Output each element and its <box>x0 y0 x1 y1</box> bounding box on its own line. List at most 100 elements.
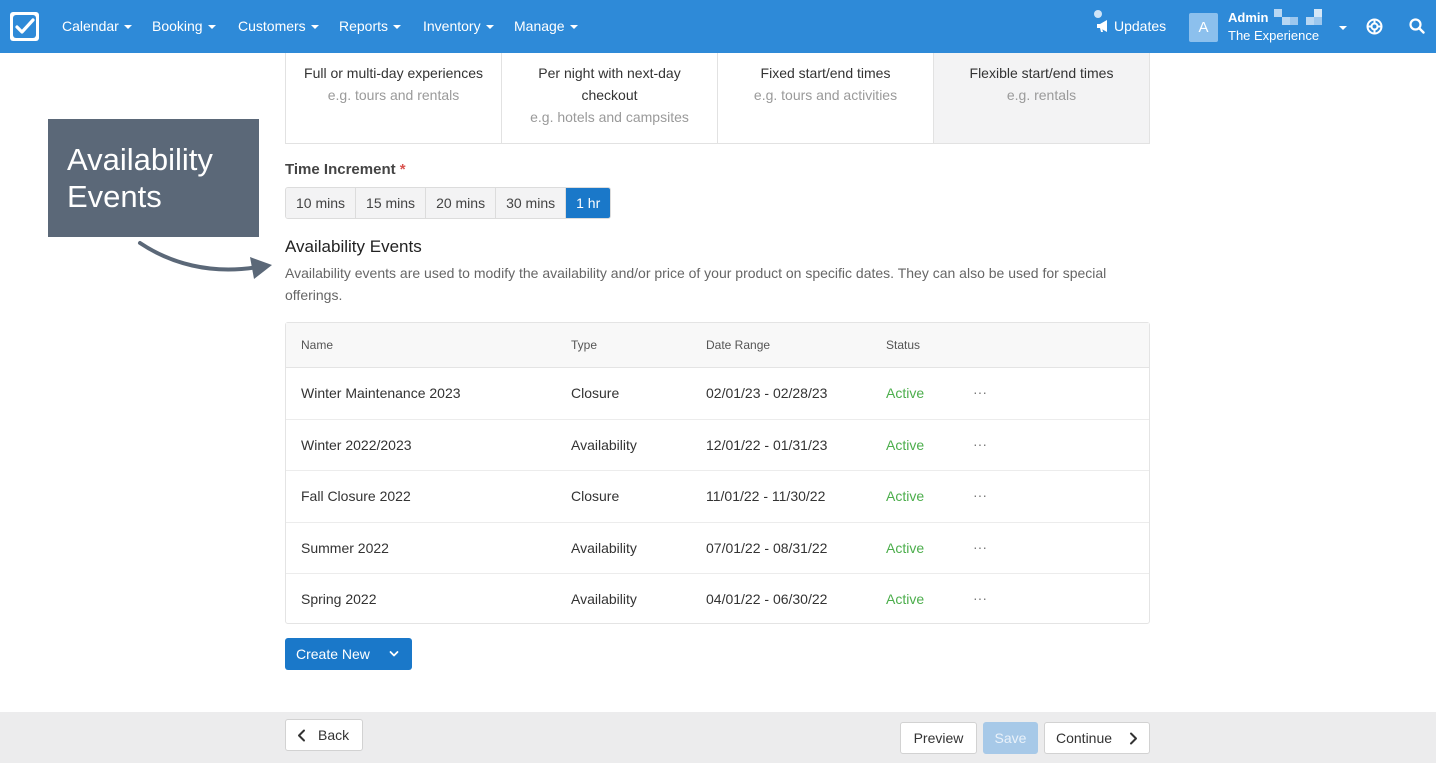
event-name: Winter 2022/2023 <box>301 436 412 453</box>
availability-events-table: Name Type Date Range Status Winter Maint… <box>285 322 1150 624</box>
column-header-status: Status <box>886 338 921 352</box>
updates-button[interactable]: Updates <box>1094 0 1166 53</box>
experience-type-card[interactable]: Full or multi-day experiences e.g. tours… <box>286 53 502 143</box>
megaphone-icon <box>1097 20 1107 32</box>
nav-label: Manage <box>514 18 565 34</box>
caret-down-icon <box>207 25 216 30</box>
status-badge: Active <box>886 539 925 556</box>
status-badge: Active <box>886 385 925 401</box>
event-date-range: 04/01/22 - 06/30/22 <box>706 591 828 607</box>
org-name[interactable]: The Experience <box>1228 28 1320 43</box>
time-increment-selector: 10 mins 15 mins 20 mins 30 mins 1 hr <box>285 187 612 219</box>
chevron-left-icon <box>298 729 305 742</box>
nav-label: Customers <box>238 18 306 34</box>
user-name[interactable]: Admin <box>1228 10 1269 25</box>
card-title: Full or multi-day experiences <box>304 65 483 81</box>
account-caret-icon[interactable] <box>1339 26 1347 30</box>
event-date-range: 02/01/23 - 02/28/23 <box>706 385 828 401</box>
chevron-down-icon <box>389 651 399 657</box>
caret-down-icon <box>485 25 494 30</box>
table-row[interactable]: Winter 2022/2023 Availability 12/01/22 -… <box>286 420 1149 471</box>
experience-type-card-selected[interactable]: Flexible start/end times e.g. rentals <box>934 53 1149 143</box>
section-title: Availability Events <box>285 237 422 256</box>
nav-calendar-menu[interactable]: Calendar <box>62 0 132 53</box>
status-badge: Active <box>886 591 925 607</box>
nav-booking-menu[interactable]: Booking <box>152 0 216 53</box>
event-date-range: 11/01/22 - 11/30/22 <box>706 488 826 504</box>
event-type: Availability <box>571 539 637 556</box>
preview-button[interactable]: Preview <box>900 722 977 754</box>
increment-option-30-mins[interactable]: 30 mins <box>496 188 567 218</box>
annotation-arrow-icon <box>138 241 272 279</box>
nav-manage-menu[interactable]: Manage <box>514 0 578 53</box>
event-name: Summer 2022 <box>301 539 389 556</box>
card-subtitle: e.g. tours and activities <box>753 87 898 103</box>
caret-down-icon <box>310 25 319 30</box>
increment-option-15-mins[interactable]: 15 mins <box>356 188 427 218</box>
field-label: Time Increment <box>285 161 396 178</box>
required-marker: * <box>399 161 406 178</box>
increment-option-20-mins[interactable]: 20 mins <box>426 188 497 218</box>
avatar[interactable]: A <box>1189 13 1218 42</box>
card-subtitle: e.g. rentals <box>1006 87 1077 103</box>
table-row[interactable]: Winter Maintenance 2023 Closure 02/01/23… <box>286 368 1149 420</box>
chevron-right-icon <box>1130 732 1137 745</box>
more-options-icon[interactable]: ··· <box>973 435 987 452</box>
updates-label: Updates <box>1114 18 1167 34</box>
experience-type-card[interactable]: Per night with next-day checkout e.g. ho… <box>502 53 718 143</box>
save-button[interactable]: Save <box>983 722 1038 754</box>
app-logo-icon[interactable] <box>10 12 39 41</box>
caret-down-icon <box>123 25 132 30</box>
more-options-icon[interactable]: ··· <box>973 590 987 606</box>
card-subtitle: e.g. hotels and campsites <box>530 109 689 125</box>
column-header-date-range: Date Range <box>706 338 771 352</box>
create-new-button[interactable]: Create New <box>285 638 412 670</box>
increment-option-10-mins[interactable]: 10 mins <box>286 188 357 218</box>
nav-label: Calendar <box>62 18 119 34</box>
event-type: Closure <box>571 385 620 401</box>
button-label: Back <box>318 727 350 743</box>
status-badge: Active <box>886 436 925 453</box>
more-options-icon[interactable]: ··· <box>973 487 987 503</box>
search-icon[interactable] <box>1409 18 1425 34</box>
event-type: Availability <box>571 591 637 607</box>
status-badge: Active <box>886 488 925 504</box>
card-title: Per night with next-day checkout <box>538 65 681 103</box>
table-row[interactable]: Fall Closure 2022 Closure 11/01/22 - 11/… <box>286 471 1149 523</box>
help-lifebuoy-icon[interactable] <box>1366 18 1383 35</box>
experience-type-card[interactable]: Fixed start/end times e.g. tours and act… <box>718 53 934 143</box>
top-nav-bar: Calendar Booking Customers Reports Inven… <box>0 0 1436 53</box>
annotation-callout: Availability Events <box>48 119 259 237</box>
column-header-type: Type <box>571 338 598 352</box>
event-name: Winter Maintenance 2023 <box>301 385 461 401</box>
event-date-range: 12/01/22 - 01/31/23 <box>706 436 828 453</box>
event-date-range: 07/01/22 - 08/31/22 <box>706 539 828 556</box>
more-options-icon[interactable]: ··· <box>973 538 987 555</box>
back-button[interactable]: Back <box>285 719 363 751</box>
caret-down-icon <box>393 25 402 30</box>
section-description: Availability events are used to modify t… <box>285 265 1107 303</box>
card-title: Fixed start/end times <box>760 65 891 81</box>
column-header-name: Name <box>301 338 334 352</box>
table-row[interactable]: Summer 2022 Availability 07/01/22 - 08/3… <box>286 523 1149 574</box>
nav-label: Reports <box>339 18 389 34</box>
continue-button[interactable]: Continue <box>1044 722 1150 754</box>
caret-down-icon <box>569 25 578 30</box>
event-name: Spring 2022 <box>301 591 377 607</box>
experience-type-selector: Full or multi-day experiences e.g. tours… <box>285 53 1150 144</box>
footer-bar: Back Preview Save Continue <box>0 712 1436 763</box>
notification-dot <box>1094 10 1102 18</box>
button-label: Create New <box>296 646 370 662</box>
redacted-pixels <box>1274 9 1322 25</box>
event-name: Fall Closure 2022 <box>301 488 411 504</box>
time-increment-label: Time Increment * <box>285 161 406 178</box>
table-header: Name Type Date Range Status <box>286 323 1149 368</box>
nav-label: Inventory <box>423 18 481 34</box>
nav-inventory-menu[interactable]: Inventory <box>423 0 494 53</box>
increment-option-1-hr[interactable]: 1 hr <box>566 188 611 218</box>
table-row[interactable]: Spring 2022 Availability 04/01/22 - 06/3… <box>286 574 1149 626</box>
event-type: Availability <box>571 436 637 453</box>
more-options-icon[interactable]: ··· <box>973 384 987 400</box>
nav-reports-menu[interactable]: Reports <box>339 0 402 53</box>
nav-customers-menu[interactable]: Customers <box>238 0 319 53</box>
